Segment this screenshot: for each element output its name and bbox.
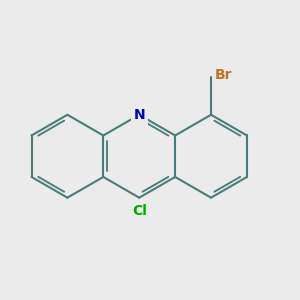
- Text: N: N: [134, 108, 145, 122]
- Text: Br: Br: [215, 68, 232, 82]
- Text: Cl: Cl: [132, 204, 147, 218]
